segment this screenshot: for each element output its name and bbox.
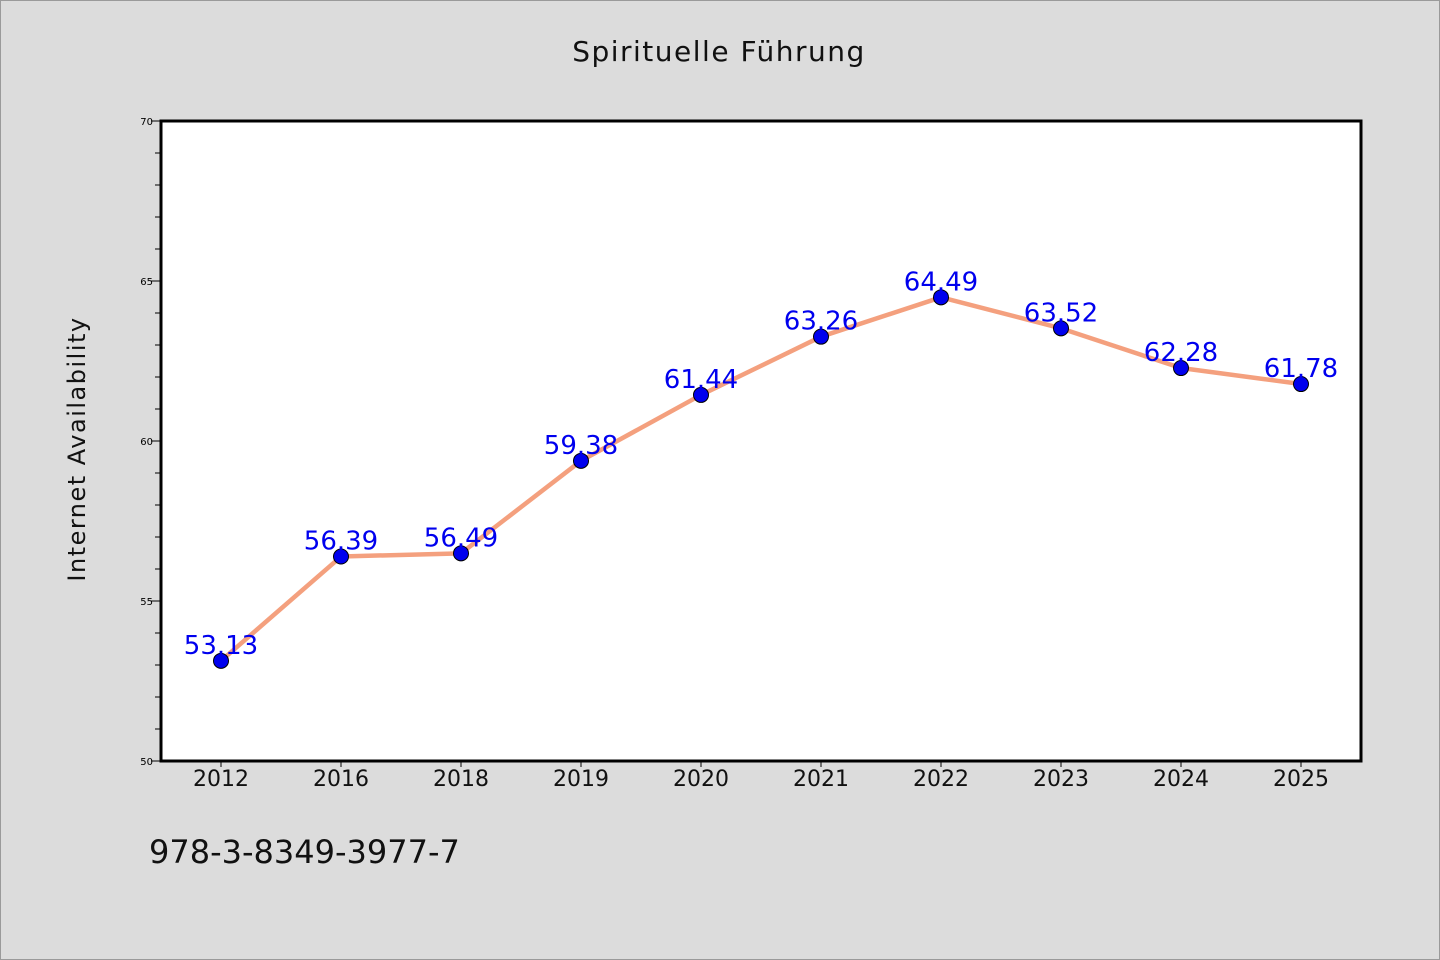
data-label: 53.13 <box>184 631 258 661</box>
x-tick-label: 2022 <box>913 767 969 792</box>
y-tick-label: 70 <box>140 117 153 128</box>
data-label: 63.52 <box>1024 298 1098 328</box>
data-point <box>213 652 229 669</box>
x-tick-label: 2024 <box>1153 767 1209 792</box>
data-label: 63.26 <box>784 307 858 337</box>
data-point <box>1173 360 1189 377</box>
x-tick-label: 2012 <box>193 767 249 792</box>
data-label: 56.39 <box>304 527 378 557</box>
data-point <box>813 328 829 345</box>
x-tick-label: 2019 <box>553 767 609 792</box>
series-line <box>218 295 1304 664</box>
data-point <box>573 452 589 469</box>
data-label: 56.49 <box>424 523 498 553</box>
isbn-text: 978-3-8349-3977-7 <box>149 833 460 871</box>
x-tick-label: 2020 <box>673 767 729 792</box>
data-point <box>693 386 709 403</box>
x-tick-label: 2018 <box>433 767 489 792</box>
data-label: 64.49 <box>904 267 978 297</box>
x-tick-label: 2023 <box>1033 767 1089 792</box>
x-tick-label: 2021 <box>793 767 849 792</box>
y-tick-label: 50 <box>140 757 153 768</box>
data-point <box>333 548 349 565</box>
x-tick-label: 2016 <box>313 767 369 792</box>
y-tick-label: 55 <box>140 597 153 608</box>
data-point <box>933 289 949 306</box>
data-label: 62.28 <box>1144 338 1218 368</box>
y-axis-label: Internet Availability <box>63 316 91 581</box>
plot-background <box>161 121 1361 761</box>
y-tick-label: 65 <box>140 277 153 288</box>
y-tick-label: 60 <box>140 437 153 448</box>
data-label: 61.44 <box>664 365 738 395</box>
data-label: 61.78 <box>1264 354 1338 384</box>
data-point <box>453 545 469 562</box>
data-label: 59.38 <box>544 431 618 461</box>
chart-title: Spirituelle Führung <box>572 35 866 68</box>
plot-area: 50 55 60 65 70 2012 2016 2018 2019 2020 2021 2022 20… <box>63 117 1363 792</box>
data-point <box>1293 376 1309 393</box>
plot-border <box>159 119 1363 763</box>
data-point <box>1053 320 1069 337</box>
x-tick-label: 2025 <box>1273 767 1329 792</box>
